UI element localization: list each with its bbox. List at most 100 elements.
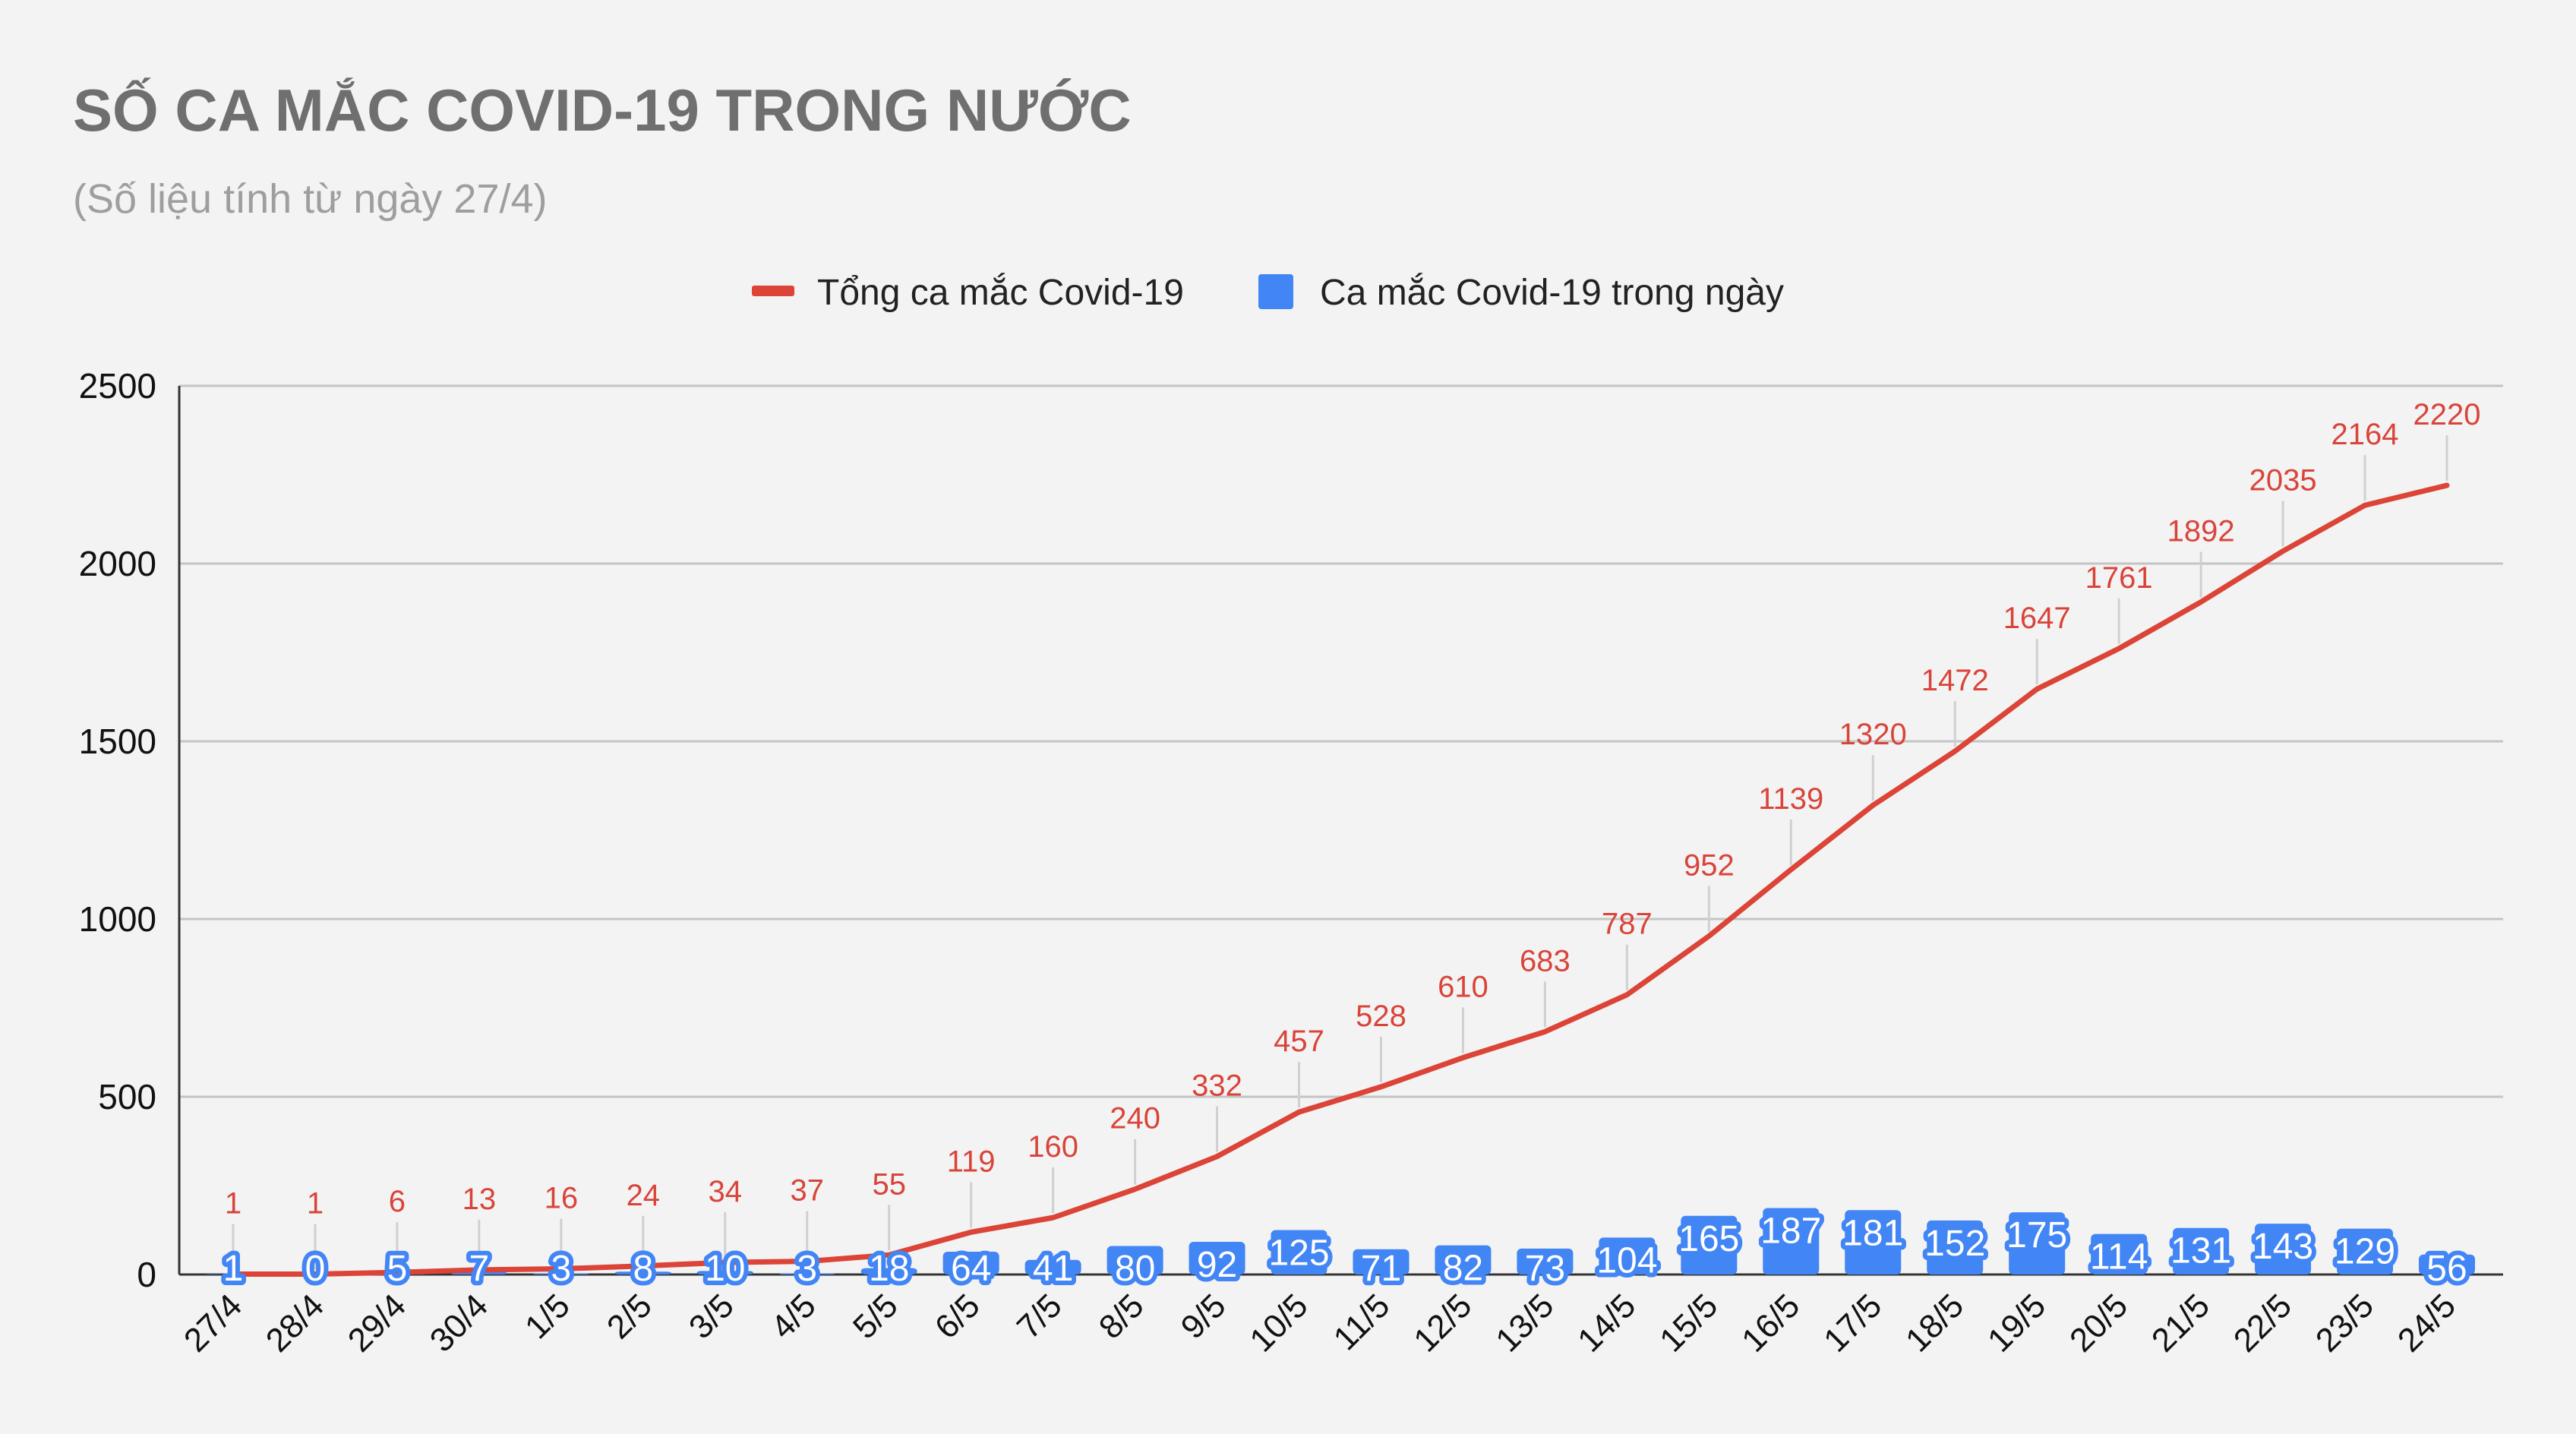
total-value-label: 1320 [1839,718,1907,751]
gridlines [179,384,2503,1098]
y-tick-label: 2000 [79,544,156,583]
x-tick-label: 30/4 [423,1287,495,1359]
daily-bar [1189,1241,1245,1274]
y-tick-label: 1500 [79,722,156,761]
x-tick-label: 12/5 [1406,1287,1479,1359]
daily-value-label: 0 [305,1249,326,1289]
daily-bar [2255,1224,2312,1274]
daily-value-label: 71 [1361,1249,1401,1289]
x-tick-label: 10/5 [1242,1287,1315,1359]
daily-bar [1435,1245,1492,1274]
legend-bar-swatch [1258,274,1293,309]
daily-value-label: 3 [551,1249,572,1289]
daily-value-label: 8 [633,1249,653,1289]
daily-value-label: 18 [869,1249,909,1289]
y-axis: 0 500 1000 1500 2000 2500 [79,366,2503,1294]
daily-value-label: 165 [1678,1219,1739,1259]
x-tick-label: 13/5 [1488,1287,1561,1359]
x-tick-label: 7/5 [1010,1287,1069,1346]
daily-value-label: 7 [469,1249,490,1289]
y-tick-label: 500 [98,1077,156,1117]
daily-value-label: 1 [223,1249,244,1289]
daily-bar [696,1271,753,1274]
x-tick-label: 29/4 [341,1287,413,1359]
x-tick-label: 18/5 [1899,1287,1971,1359]
x-tick-label: 21/5 [2145,1287,2217,1359]
daily-value-label: 131 [2170,1231,2231,1271]
x-tick-label: 22/5 [2227,1287,2299,1359]
daily-bar [1845,1210,1902,1274]
total-value-label: 13 [462,1183,497,1216]
daily-value-label: 73 [1525,1249,1565,1289]
daily-value-label: 125 [1268,1233,1329,1274]
daily-value-label: 92 [1197,1245,1237,1285]
x-tick-label: 3/5 [682,1287,741,1346]
total-value-label: 37 [790,1174,824,1208]
y-tick-label: 2500 [79,366,156,406]
daily-value-label: 64 [951,1249,991,1289]
legend-daily-label: Ca mắc Covid-19 trong ngày [1320,272,1784,313]
total-value-label: 683 [1520,944,1571,978]
total-line-layer [230,482,2450,1278]
x-tick-label: 1/5 [518,1287,577,1346]
daily-value-label: 175 [2006,1215,2067,1256]
x-tick-label: 27/4 [177,1287,249,1359]
x-tick-label: 20/5 [2063,1287,2135,1359]
total-value-label: 1892 [2167,515,2235,548]
daily-bar [1927,1220,1984,1274]
total-value-label: 1 [307,1187,324,1221]
daily-bar [860,1268,917,1274]
total-value-label: 1472 [1921,664,1989,697]
x-tick-label: 4/5 [764,1287,823,1346]
total-value-label: 34 [709,1175,743,1208]
total-value-label: 119 [947,1145,996,1178]
daily-bar [1353,1249,1410,1274]
daily-bar [1024,1259,1081,1274]
total-value-label: 16 [545,1182,579,1215]
legend-line-swatch [752,286,794,296]
total-value-label: 55 [872,1167,906,1201]
x-tick-label: 6/5 [928,1287,987,1346]
x-tick-label: 9/5 [1174,1287,1233,1346]
total-value-label: 2164 [2331,418,2399,451]
daily-bar [1517,1248,1574,1274]
total-value-label: 6 [389,1185,406,1218]
daily-value-label: 181 [1842,1213,1903,1253]
x-tick-label: 2/5 [600,1287,659,1346]
daily-value-label: 82 [1443,1249,1483,1289]
legend: Tổng ca mắc Covid-19 Ca mắc Covid-19 tro… [752,272,1784,313]
daily-value-label: 143 [2252,1227,2313,1267]
total-value-label: 1761 [2085,561,2153,595]
daily-value-label: 41 [1033,1249,1073,1289]
daily-bar [1106,1246,1163,1274]
y-tick-label: 0 [137,1255,156,1294]
x-tick-label: 14/5 [1571,1287,1643,1359]
total-value-label: 24 [627,1179,661,1212]
total-value-label: 787 [1602,908,1653,941]
daily-value-label: 3 [797,1249,817,1289]
daily-bar [2091,1233,2148,1274]
total-value-label: 528 [1356,1000,1406,1033]
total-value-label: 1 [225,1187,242,1221]
x-tick-label: 24/5 [2391,1287,2463,1359]
daily-bar [2009,1212,2066,1274]
daily-value-label: 152 [1924,1224,1985,1264]
x-tick-label: 5/5 [846,1287,905,1346]
total-value-label: 2035 [2249,464,2317,497]
x-tick-label: 16/5 [1735,1287,1807,1359]
x-tick-label: 17/5 [1817,1287,1889,1359]
legend-total-label: Tổng ca mắc Covid-19 [817,272,1184,313]
daily-bar [1599,1237,1656,1274]
x-tick-label: 15/5 [1653,1287,1725,1359]
total-value-label: 2220 [2413,398,2481,431]
daily-value-label: 187 [1760,1211,1821,1251]
daily-bar [942,1252,999,1274]
total-value-label: 160 [1028,1130,1078,1164]
daily-value-label: 5 [387,1249,408,1289]
daily-bar [1271,1230,1327,1274]
x-tick-label: 23/5 [2309,1287,2381,1359]
total-value-label: 240 [1110,1102,1160,1136]
